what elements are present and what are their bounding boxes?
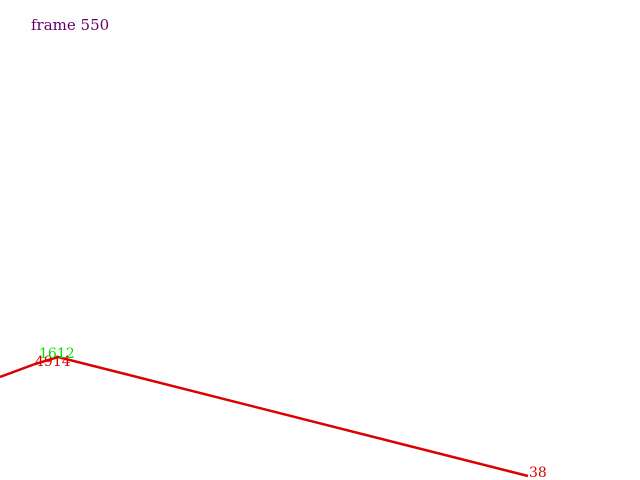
frame-counter: frame 550 xyxy=(31,16,110,34)
path-line xyxy=(0,355,529,478)
overlay-label-1612: 1612 xyxy=(39,346,75,362)
vertex-label-38: 38 xyxy=(529,465,547,480)
vertex-label-4914: 4914 xyxy=(35,354,71,370)
